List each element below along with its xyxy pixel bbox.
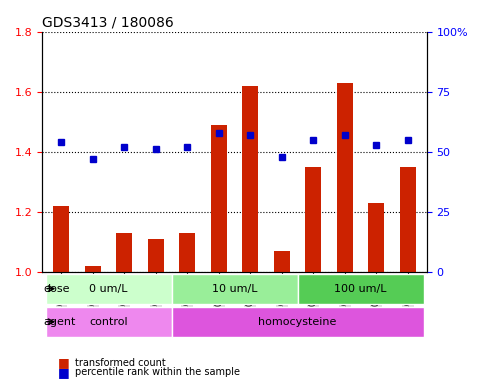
Text: transformed count: transformed count	[75, 358, 166, 368]
Text: control: control	[89, 317, 128, 327]
Text: ■: ■	[58, 366, 70, 379]
Bar	[274, 251, 290, 272]
Bar	[242, 86, 258, 272]
Bar	[180, 233, 195, 272]
FancyBboxPatch shape	[171, 307, 424, 337]
Bar	[211, 125, 227, 272]
Bar	[337, 83, 353, 272]
Text: ■: ■	[58, 356, 70, 369]
Text: 0 um/L: 0 um/L	[89, 284, 128, 294]
Text: 10 um/L: 10 um/L	[212, 284, 257, 294]
Text: homocysteine: homocysteine	[258, 317, 337, 327]
Text: 100 um/L: 100 um/L	[334, 284, 387, 294]
Bar	[85, 266, 101, 272]
Bar	[54, 206, 69, 272]
FancyBboxPatch shape	[45, 274, 171, 303]
Bar	[116, 233, 132, 272]
Bar	[148, 239, 164, 272]
Bar	[369, 203, 384, 272]
Text: dose: dose	[43, 284, 70, 294]
Bar	[400, 167, 416, 272]
Text: GDS3413 / 180086: GDS3413 / 180086	[43, 15, 174, 29]
FancyBboxPatch shape	[45, 307, 171, 337]
Text: agent: agent	[43, 317, 75, 327]
Text: percentile rank within the sample: percentile rank within the sample	[75, 367, 240, 377]
FancyBboxPatch shape	[171, 274, 298, 303]
FancyBboxPatch shape	[298, 274, 424, 303]
Bar	[305, 167, 321, 272]
